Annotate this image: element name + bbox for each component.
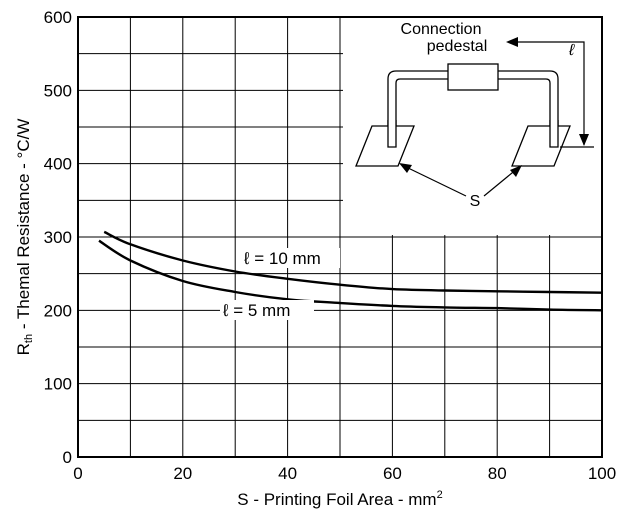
tick-labels: 0 20 40 60 80 100 0 100 200 300 400 500 600	[44, 8, 617, 483]
inset-length-symbol: ℓ	[568, 42, 575, 59]
x-tick-label: 60	[383, 464, 402, 483]
axis-titles: S - Printing Foil Area - mm2 Rth - Thema…	[14, 119, 443, 509]
x-axis-title-main: S - Printing Foil Area - mm	[237, 490, 436, 509]
inset-lead-left-legs	[387, 120, 397, 148]
y-axis-title: Rth - Themal Resistance - °C/W	[14, 119, 35, 356]
inset-dimension-arrow-bottom	[579, 134, 589, 146]
inset-label-connection: Connection	[401, 21, 482, 38]
series-line-1	[98, 239, 603, 312]
inset-dimension-line	[518, 41, 585, 145]
x-tick-label: 0	[73, 464, 82, 483]
series	[98, 230, 603, 312]
inset-diagram: Connection pedestal ℓ S	[343, 17, 601, 235]
y-axis-title-sub: th	[23, 334, 35, 343]
y-axis-title-rest: - Themal Resistance - °C/W	[14, 119, 33, 334]
series-label-bg-10mm	[241, 248, 340, 268]
y-tick-label: 0	[63, 448, 72, 467]
y-tick-label: 200	[44, 301, 72, 320]
x-axis-title-sup: 2	[437, 489, 443, 501]
x-tick-label: 80	[488, 464, 507, 483]
x-tick-label: 100	[588, 464, 616, 483]
inset-area-pointer-left	[403, 165, 467, 197]
inset-lead-right-legs	[549, 120, 559, 148]
y-tick-label: 300	[44, 228, 72, 247]
inset-foil-pad-left	[355, 125, 415, 167]
y-tick-label: 400	[44, 155, 72, 174]
y-tick-label: 600	[44, 8, 72, 27]
inset-label-pedestal: pedestal	[427, 38, 488, 55]
series-label-5mm: ℓ = 5 mm	[222, 301, 290, 320]
x-axis-title: S - Printing Foil Area - mm2	[237, 489, 442, 509]
series-label-bg-5mm	[220, 300, 314, 320]
x-tick-label: 20	[173, 464, 192, 483]
inset-dimension-arrow-top	[506, 37, 518, 47]
x-tick-label: 40	[278, 464, 297, 483]
inset-area-label: S	[470, 193, 481, 210]
series-line-0	[103, 230, 603, 294]
inset-pedestal	[447, 63, 499, 91]
y-tick-label: 500	[44, 81, 72, 100]
inset-area-arrow-left	[399, 163, 412, 173]
series-label-10mm: ℓ = 10 mm	[243, 249, 321, 268]
inset-area-arrow-right	[510, 165, 522, 177]
series-labels: ℓ = 10 mm ℓ = 5 mm	[220, 248, 340, 320]
y-axis-title-main: R	[14, 343, 33, 355]
plot-frame	[77, 16, 603, 458]
y-tick-label: 100	[44, 375, 72, 394]
